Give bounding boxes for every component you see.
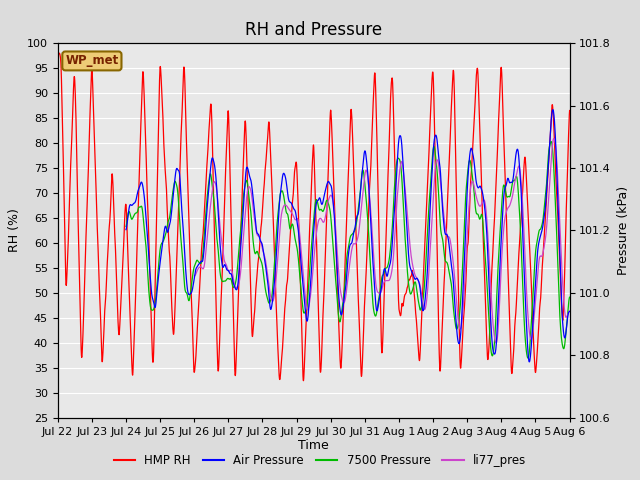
Legend: HMP RH, Air Pressure, 7500 Pressure, li77_pres: HMP RH, Air Pressure, 7500 Pressure, li7… — [109, 449, 531, 472]
Y-axis label: Pressure (kPa): Pressure (kPa) — [616, 186, 630, 275]
Title: RH and Pressure: RH and Pressure — [245, 21, 382, 39]
X-axis label: Time: Time — [298, 439, 329, 453]
Y-axis label: RH (%): RH (%) — [8, 208, 21, 252]
Text: WP_met: WP_met — [65, 54, 118, 67]
